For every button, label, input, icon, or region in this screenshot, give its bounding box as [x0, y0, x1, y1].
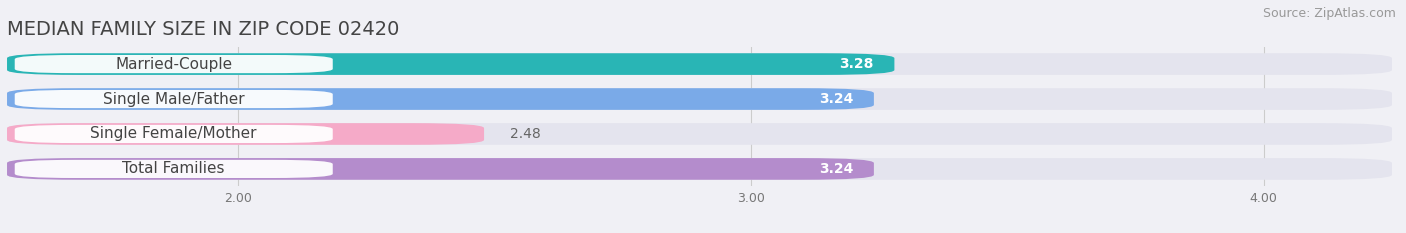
FancyBboxPatch shape — [14, 125, 333, 143]
Text: 3.28: 3.28 — [839, 57, 875, 71]
FancyBboxPatch shape — [14, 160, 333, 178]
FancyBboxPatch shape — [14, 90, 333, 108]
Text: MEDIAN FAMILY SIZE IN ZIP CODE 02420: MEDIAN FAMILY SIZE IN ZIP CODE 02420 — [7, 21, 399, 39]
Text: 2.48: 2.48 — [510, 127, 540, 141]
Text: Married-Couple: Married-Couple — [115, 57, 232, 72]
Text: Source: ZipAtlas.com: Source: ZipAtlas.com — [1263, 7, 1396, 20]
FancyBboxPatch shape — [7, 123, 484, 145]
Text: 3.24: 3.24 — [818, 162, 853, 176]
FancyBboxPatch shape — [7, 158, 1392, 180]
Text: Single Male/Father: Single Male/Father — [103, 92, 245, 106]
FancyBboxPatch shape — [7, 88, 875, 110]
Text: Single Female/Mother: Single Female/Mother — [90, 127, 257, 141]
Text: 3.24: 3.24 — [818, 92, 853, 106]
FancyBboxPatch shape — [7, 53, 1392, 75]
FancyBboxPatch shape — [14, 55, 333, 73]
FancyBboxPatch shape — [7, 123, 1392, 145]
FancyBboxPatch shape — [7, 53, 894, 75]
FancyBboxPatch shape — [7, 158, 875, 180]
FancyBboxPatch shape — [7, 88, 1392, 110]
Text: Total Families: Total Families — [122, 161, 225, 176]
